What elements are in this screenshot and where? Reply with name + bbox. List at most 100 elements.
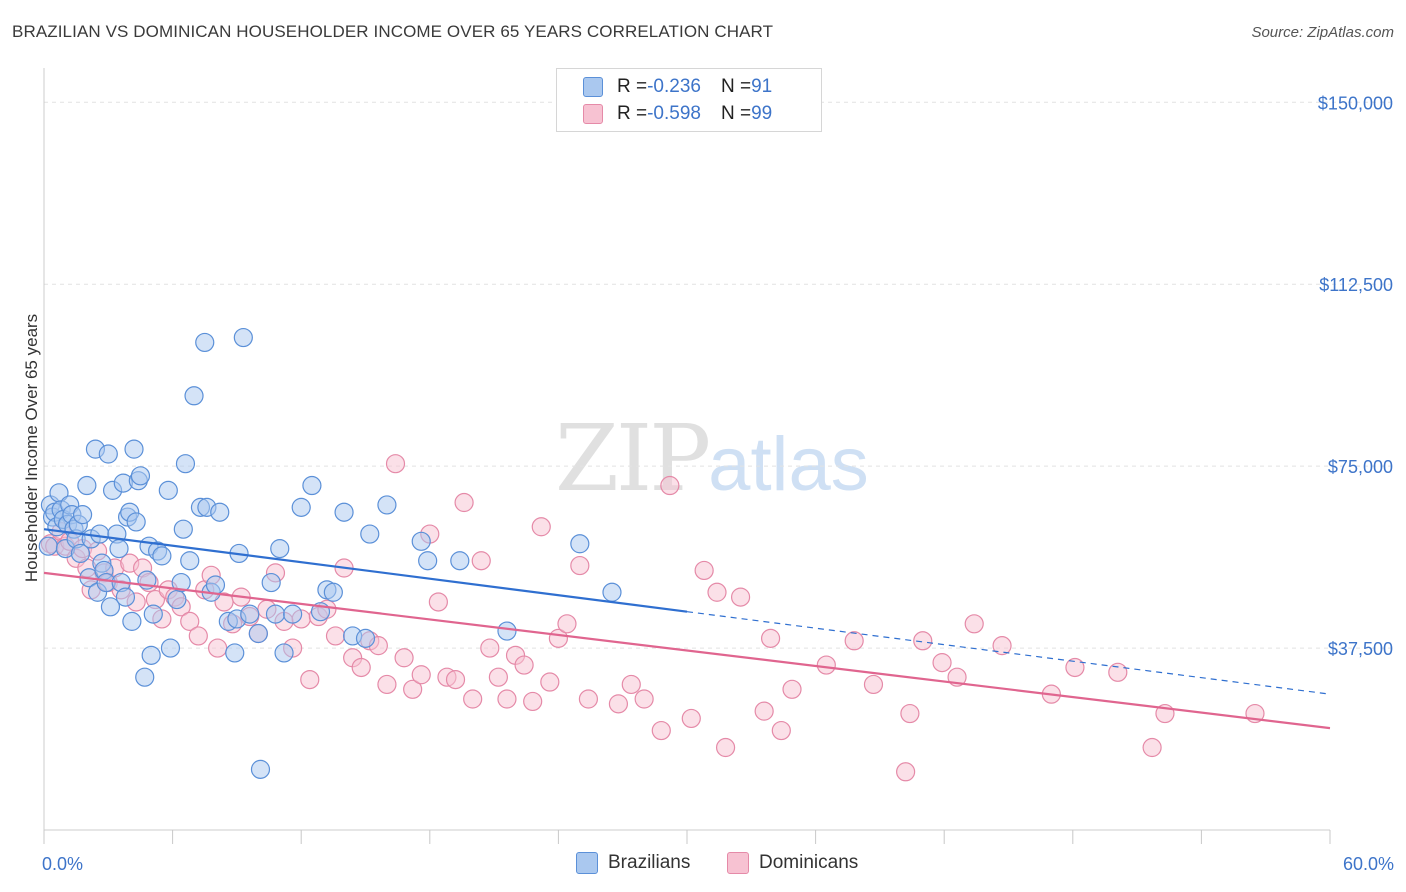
dominicans-point [1142,737,1162,758]
dominicans-point [514,655,534,675]
dominicans-point [540,672,560,692]
legend-n-label: N = [720,103,752,124]
dominicans-point [900,703,920,724]
brazilians-point [195,332,215,353]
dominicans-point [771,720,791,741]
brazilians-point [175,454,196,474]
brazilians-point [283,604,303,624]
dominicans-point [715,737,736,758]
brazilians-point [70,543,91,564]
dominicans-point [782,679,802,699]
dominicans-point [188,626,208,646]
brazilians-point [602,582,622,602]
dominicans-point [570,555,590,576]
dominicans-point [471,551,491,571]
brazilians-point [100,597,121,617]
dominicans-point [531,517,551,537]
dominicans-point [913,631,933,651]
dominicans-point [463,689,483,709]
brazilians-point [265,604,286,624]
bottom-legend-label: Brazilians [608,852,691,873]
dominicans-point [428,592,448,612]
brazilians-point [570,534,590,554]
watermark: ZIPatlas [555,405,869,512]
dominicans-point [377,674,397,695]
dominicans-point [681,708,701,729]
brazilians-point [210,502,230,522]
legend-row-brazilians: R = -0.236 N = 91 [583,74,772,100]
brazilians-point [180,551,200,571]
dominicans-point [351,657,371,678]
brazilians-point [38,536,58,556]
x-tick-label: 60.0% [1343,854,1394,874]
legend-r-value: -0.598 [647,103,701,124]
brazilians-point [233,327,253,348]
dominicans-point [651,720,671,741]
dominicans-point [896,762,916,782]
brazilians-point [418,551,438,571]
brazilians-point [250,759,271,779]
y-axis-label: Householder Income Over 65 years [22,314,41,582]
x-tick-label: 0.0% [42,854,83,874]
brazilians-point [248,623,268,644]
brazilians-point [270,539,290,559]
bottom-swatch-pink [727,852,749,874]
dominicans-point [557,614,577,634]
brazilians-point [497,621,517,641]
gridlines [44,101,1395,649]
dominicans-point [730,587,751,607]
dominicans-point [992,636,1012,656]
dominicans-point [1065,657,1085,678]
legend-n-value: 91 [751,76,773,97]
legend-swatch-blue [583,77,603,97]
brazilians-point [124,439,144,459]
brazilians-point [173,519,193,539]
brazilians-point [160,638,181,658]
brazilians-point [205,575,226,595]
dominicans-point [403,679,423,699]
source-label: Source: ZipAtlas.com [1251,24,1394,41]
dominicans-trend-line [43,571,1331,730]
brazilians-point [377,495,397,515]
dominicans-point [863,674,884,695]
y-tick-label: $150,000 [1318,93,1393,113]
brazilians-point [158,480,178,500]
brazilians-point [109,539,129,559]
dominicans-point [754,701,774,721]
dominicans-point [621,674,641,695]
brazilians-point [77,475,97,496]
brazilians-trend-extension [686,611,1331,695]
trend-lines [43,528,1331,730]
chart-title: BRAZILIAN VS DOMINICAN HOUSEHOLDER INCOM… [12,22,774,41]
dominicans-point [208,638,228,658]
y-tick-label: $112,500 [1319,275,1393,295]
dominicans-point [411,665,431,685]
legend-r-label: R = [617,103,648,124]
bottom-legend-dominicans: Dominicans [727,852,858,874]
brazilians-point [302,475,322,496]
legend-swatch-pink [583,104,603,124]
legend-n-value: 99 [751,103,773,124]
dominicans-point [394,648,414,668]
legend-r-label: R = [617,76,648,97]
brazilians-point [167,589,187,610]
brazilians-point [135,667,155,687]
watermark-zip: ZIP [555,405,711,512]
dominicans-point [660,475,680,496]
brazilians-point [122,611,142,631]
brazilians-point [360,524,380,544]
dominicans-point [694,560,714,581]
brazilians-point [126,512,146,532]
watermark-atlas: atlas [708,422,869,507]
dominicans-point [445,669,466,690]
brazilians-point [115,587,136,607]
dominicans-point [325,626,346,646]
bottom-legend-label: Dominicans [759,852,859,873]
dominicans-point [523,691,543,712]
bottom-swatch-blue [576,852,598,874]
dominicans-point [634,689,654,709]
dominicans-point [300,669,320,690]
brazilians-point [72,505,93,525]
tick-labels: $37,500 $75,000 $112,500 $150,000 0.0% 60.0% [42,93,1394,874]
dominicans-point [964,614,984,634]
